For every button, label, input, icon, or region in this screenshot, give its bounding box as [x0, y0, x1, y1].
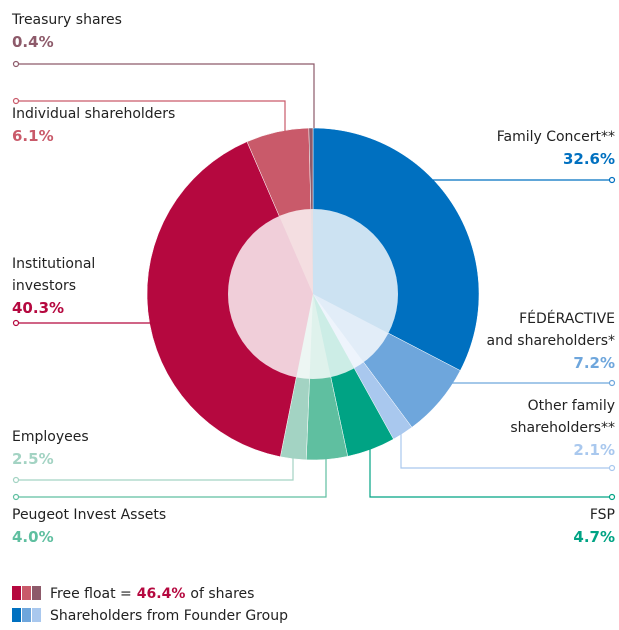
inner-segment — [309, 294, 331, 380]
legend-label: Shareholders from Founder Group — [50, 608, 288, 624]
legend-highlight: 46.4% — [137, 586, 186, 602]
inner-segment — [296, 294, 313, 379]
segment-label: FÉDÉRACTIVE — [519, 310, 615, 327]
inner-segment — [313, 209, 398, 334]
legend-swatch — [12, 608, 21, 622]
value-label: 4.7% — [573, 528, 615, 546]
segment-label: and shareholders* — [487, 333, 615, 349]
inner-segment — [313, 294, 364, 369]
segment-label: investors — [12, 278, 76, 294]
inner-segment — [313, 294, 389, 363]
legend-swatch — [22, 608, 31, 622]
value-label: 40.3% — [12, 299, 64, 317]
leader-dot — [608, 379, 616, 387]
value-label: 2.5% — [12, 450, 54, 468]
value-label: 2.1% — [573, 441, 615, 459]
inner-disc — [228, 209, 398, 379]
value-label: 6.1% — [12, 127, 54, 145]
segment-label: FSP — [590, 507, 615, 523]
leader-line — [16, 63, 315, 128]
legend-swatch — [32, 608, 41, 622]
segment-label: Peugeot Invest Assets — [12, 507, 166, 523]
segment-label: Other family — [528, 398, 615, 414]
segment-label: shareholders** — [510, 420, 615, 436]
leader-dot — [608, 464, 616, 472]
inner-segment — [313, 294, 355, 378]
value-label: 0.4% — [12, 33, 54, 51]
legend-label: Free float = — [50, 586, 132, 602]
value-label: 32.6% — [563, 150, 615, 168]
legend-text: Free float = 46.4% of shares — [50, 586, 254, 602]
leader-dot — [608, 493, 616, 501]
leader-dot — [12, 476, 20, 484]
value-label: 7.2% — [573, 354, 615, 372]
legend-swatch — [12, 586, 21, 600]
leader-line — [16, 456, 327, 498]
leader-dot — [608, 176, 616, 184]
leader-line — [16, 456, 294, 481]
leader-dot — [12, 60, 20, 68]
legend-swatch — [22, 586, 31, 600]
segment-label: Employees — [12, 429, 89, 445]
leader-dot — [12, 493, 20, 501]
leader-dot — [12, 97, 20, 105]
leader-dot — [12, 319, 20, 327]
segment-label: Institutional — [12, 256, 95, 272]
legend-suffix: of shares — [190, 586, 254, 602]
segment-label: Family Concert** — [497, 129, 615, 145]
leader-line — [369, 448, 612, 498]
inner-segment — [227, 216, 313, 378]
segment-label: Individual shareholders — [12, 106, 175, 122]
inner-segment — [310, 209, 313, 294]
value-label: 4.0% — [12, 528, 54, 546]
leader-line — [400, 432, 612, 469]
legend-text: Shareholders from Founder Group — [50, 608, 288, 624]
legend-swatch — [32, 586, 41, 600]
leader-line — [16, 100, 286, 132]
segment-label: Treasury shares — [11, 12, 122, 28]
inner-segment — [279, 209, 313, 294]
